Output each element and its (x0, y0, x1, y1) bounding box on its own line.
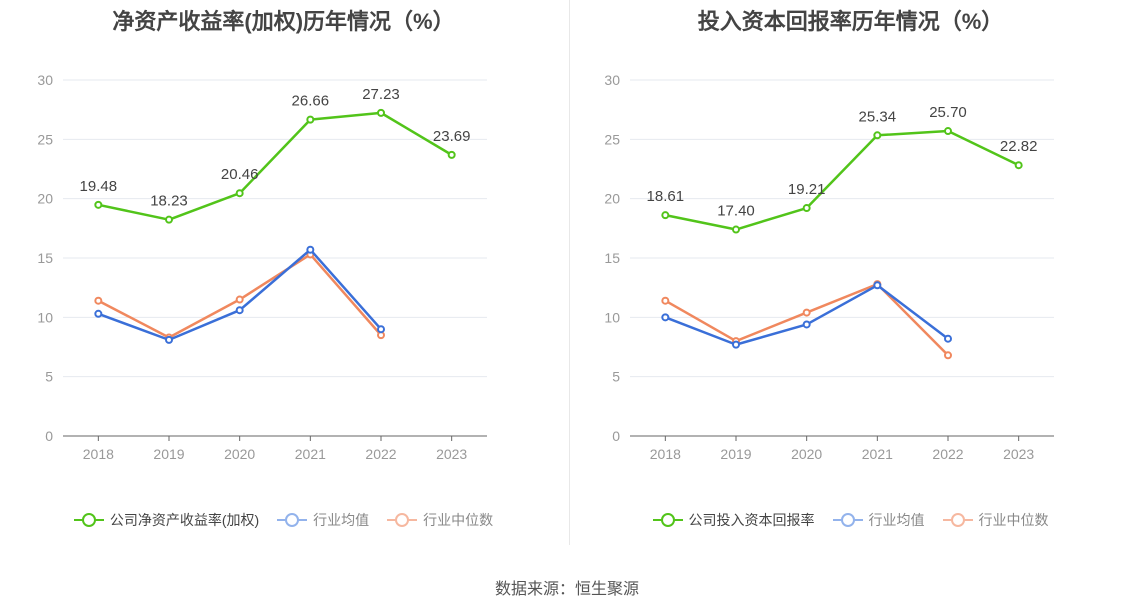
x-tick-label: 2020 (791, 446, 822, 462)
legend-marker-icon (277, 513, 308, 527)
series-line (97, 248, 382, 342)
data-label: 25.34 (859, 108, 897, 125)
legend-item-industry-avg[interactable]: 行业均值 (277, 510, 369, 530)
x-tick-label: 2023 (436, 446, 467, 462)
data-point (94, 309, 103, 318)
y-tick-label: 20 (37, 191, 53, 207)
data-point (802, 204, 811, 213)
x-tick-label: 2018 (650, 446, 681, 462)
series-line (664, 282, 949, 357)
data-point (661, 296, 670, 305)
legend-label: 行业均值 (868, 512, 925, 528)
x-tick-label: 2022 (932, 446, 963, 462)
series-line (665, 129, 1020, 231)
data-point (447, 150, 456, 159)
chart-title: 净资产收益率(加权)历年情况（%） (112, 9, 455, 34)
data-label: 19.48 (80, 178, 118, 195)
legend-label: 行业均值 (313, 512, 370, 528)
roe-chart-plot: 0 5 10 15 20 25 30 2018 2019 2020 2021 2022 2023 19.4… (37, 72, 487, 462)
y-tick-label: 30 (604, 72, 620, 88)
y-tick-label: 25 (37, 131, 53, 147)
x-tick-label: 2018 (83, 446, 114, 462)
data-point (235, 189, 244, 198)
legend-item-company[interactable]: 公司净资产收益率(加权) (73, 510, 260, 530)
legend-item-industry-avg[interactable]: 行业均值 (832, 510, 925, 530)
data-point (802, 308, 811, 317)
x-tick-label: 2021 (295, 446, 326, 462)
data-point (235, 295, 244, 304)
data-point (165, 335, 173, 344)
data-point (94, 200, 103, 209)
data-label: 22.82 (1000, 138, 1038, 155)
chart-legend: 公司净资产收益率(加权) 行业均值 行业中位数 (0, 510, 567, 530)
data-label: 17.40 (717, 203, 755, 220)
x-tick-label: 2019 (720, 446, 751, 462)
data-point (944, 127, 952, 136)
x-tick-label: 2019 (153, 446, 184, 462)
roic-chart-plot: 0 5 10 15 20 25 30 2018 2019 2020 2021 2022 2023 18.6… (604, 72, 1054, 462)
y-tick-label: 10 (604, 309, 620, 325)
data-point (732, 340, 740, 349)
data-label: 19.21 (788, 181, 826, 198)
data-label: 20.46 (221, 166, 259, 183)
data-point (802, 320, 811, 329)
x-tick-label: 2021 (862, 446, 893, 462)
data-point (732, 225, 740, 234)
legend-label: 公司净资产收益率(加权) (109, 512, 260, 528)
legend-item-industry-median[interactable]: 行业中位数 (942, 510, 1049, 530)
legend-label: 行业中位数 (423, 512, 494, 528)
data-point (306, 245, 315, 254)
y-tick-label: 10 (37, 309, 53, 325)
legend-marker-icon (832, 513, 863, 527)
x-tick-label: 2023 (1003, 446, 1034, 462)
data-point (306, 115, 315, 124)
y-tick-label: 5 (612, 369, 620, 385)
data-label: 23.69 (433, 128, 471, 145)
series-line (98, 111, 453, 221)
legend-item-industry-median[interactable]: 行业中位数 (387, 510, 493, 530)
data-point (661, 211, 670, 220)
data-point (873, 131, 882, 140)
y-tick-label: 25 (604, 131, 620, 147)
y-tick-label: 20 (604, 191, 620, 207)
data-point (235, 306, 244, 315)
y-tick-label: 30 (37, 72, 53, 88)
data-label: 18.61 (647, 188, 685, 205)
chart-legend: 公司投入资本回报率 行业均值 行业中位数 (567, 510, 1134, 530)
legend-marker-icon (73, 513, 104, 527)
x-tick-label: 2022 (365, 446, 396, 462)
legend-marker-icon (387, 513, 418, 527)
legend-marker-icon (942, 513, 973, 527)
data-point (944, 351, 952, 360)
data-label: 18.23 (150, 193, 188, 210)
y-tick-label: 0 (612, 428, 620, 444)
data-point (165, 215, 173, 224)
data-point (94, 296, 103, 305)
legend-item-company[interactable]: 公司投入资本回报率 (652, 510, 815, 530)
data-source-note: 数据来源：恒生聚源 (494, 581, 639, 598)
data-point (377, 108, 385, 117)
data-point (1014, 161, 1023, 170)
chart-title: 投入资本回报率历年情况（%） (697, 9, 1004, 34)
data-label: 25.70 (929, 104, 967, 121)
panel-divider (569, 0, 570, 545)
legend-label: 公司投入资本回报率 (688, 512, 815, 528)
legend-marker-icon (652, 513, 683, 527)
data-point (661, 313, 670, 322)
y-tick-label: 15 (37, 250, 53, 266)
roic-chart-panel: 投入资本回报率历年情况（%） 0 5 10 15 20 25 30 2018 2019 2020 2… (567, 0, 1134, 560)
y-tick-label: 15 (604, 250, 620, 266)
roe-chart-panel: 净资产收益率(加权)历年情况（%） 0 5 10 15 20 25 30 2018 2019 20… (0, 0, 567, 560)
data-label: 26.66 (292, 93, 330, 110)
y-tick-label: 5 (45, 369, 53, 385)
data-point (944, 334, 952, 343)
legend-label: 行业中位数 (978, 512, 1049, 528)
x-tick-label: 2020 (224, 446, 255, 462)
y-tick-label: 0 (45, 428, 53, 444)
data-point (377, 325, 385, 334)
data-label: 27.23 (362, 86, 400, 103)
data-point (873, 281, 882, 290)
